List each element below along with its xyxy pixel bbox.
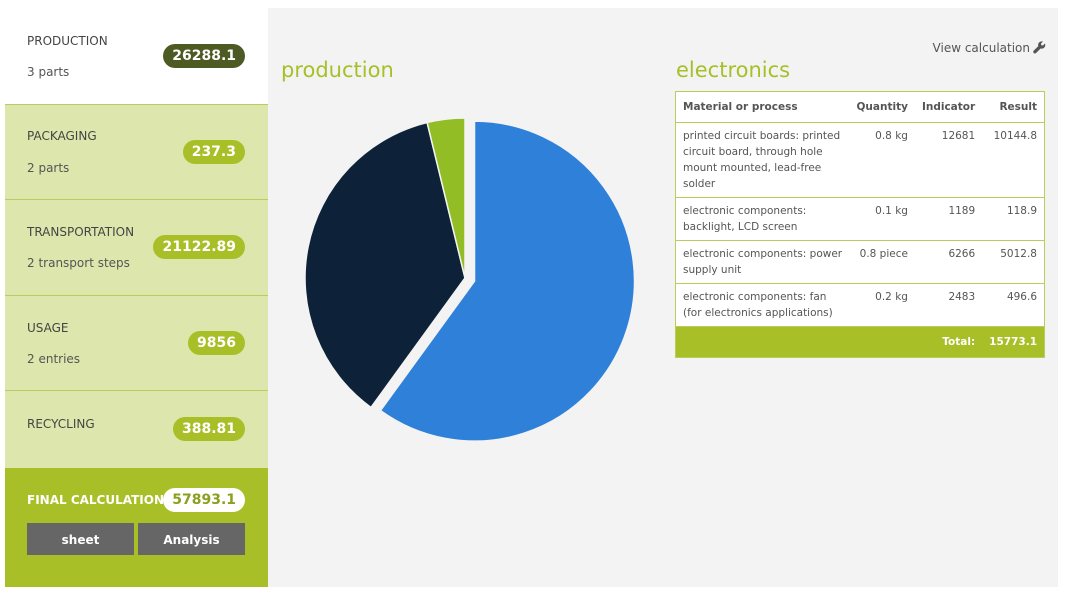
row-material: electronic components: power supply unit [676, 240, 850, 284]
row-material: electronic components: fan (for electron… [676, 283, 850, 327]
sidebar: PRODUCTION 3 parts 26288.1 PACKAGING 2 p… [5, 8, 268, 587]
table-header-row: Material or process Quantity Indicator R… [676, 92, 1044, 123]
analysis-button[interactable]: Analysis [138, 523, 245, 555]
usage-value-badge: 9856 [188, 331, 245, 355]
pie-slice-0 [379, 120, 636, 442]
production-value-badge: 26288.1 [163, 44, 245, 68]
header-quantity: Quantity [849, 92, 915, 123]
table-row: printed circuit boards: printed circuit … [676, 122, 1044, 198]
electronics-heading: electronics [676, 58, 791, 82]
row-result: 10144.8 [982, 122, 1044, 198]
row-indicator: 6266 [914, 240, 983, 284]
row-result: 118.9 [982, 197, 1044, 241]
row-result: 496.6 [982, 283, 1044, 327]
recycling-value-badge: 388.81 [172, 417, 245, 441]
total-label: Total: [676, 326, 983, 357]
row-material: printed circuit boards: printed circuit … [676, 122, 850, 198]
sheet-button[interactable]: sheet [27, 523, 134, 555]
transportation-value-badge: 21122.89 [153, 235, 245, 259]
sidebar-item-recycling[interactable]: RECYCLING 388.81 [5, 391, 268, 468]
header-material: Material or process [676, 92, 850, 123]
transportation-title: TRANSPORTATION [27, 225, 135, 239]
final-calculation-value-badge: 57893.1 [163, 488, 245, 512]
packaging-value-badge: 237.3 [182, 140, 245, 164]
production-title: PRODUCTION [27, 34, 108, 48]
usage-subtitle: 2 entries [27, 352, 81, 366]
production-heading: production [281, 58, 394, 82]
table-total-row: Total: 15773.1 [676, 326, 1044, 357]
row-quantity: 0.1 kg [849, 197, 915, 241]
table-row: electronic components: backlight, LCD sc… [676, 197, 1044, 241]
row-indicator: 2483 [914, 283, 983, 327]
table-row: electronic components: fan (for electron… [676, 283, 1044, 327]
recycling-title: RECYCLING [27, 417, 95, 431]
usage-title: USAGE [27, 321, 69, 335]
header-indicator: Indicator [914, 92, 983, 123]
transportation-subtitle: 2 transport steps [27, 256, 130, 270]
app-frame: PRODUCTION 3 parts 26288.1 PACKAGING 2 p… [5, 8, 1058, 587]
row-quantity: 0.8 piece [849, 240, 915, 284]
view-calculation-link[interactable]: View calculation [933, 41, 1046, 55]
row-result: 5012.8 [982, 240, 1044, 284]
table-row: electronic components: power supply unit… [676, 240, 1044, 284]
packaging-title: PACKAGING [27, 129, 97, 143]
production-subtitle: 3 parts [27, 65, 70, 79]
electronics-table: Material or process Quantity Indicator R… [675, 91, 1045, 358]
row-material: electronic components: backlight, LCD sc… [676, 197, 850, 241]
final-calculation-title: FINAL CALCULATION [27, 493, 165, 507]
row-indicator: 12681 [914, 122, 983, 198]
header-result: Result [982, 92, 1044, 123]
wrench-icon [1033, 41, 1046, 54]
packaging-subtitle: 2 parts [27, 161, 70, 175]
pie-slice-1 [304, 121, 466, 409]
sidebar-item-usage[interactable]: USAGE 2 entries 9856 [5, 296, 268, 391]
production-pie-chart [304, 117, 636, 442]
final-calculation-panel: FINAL CALCULATION 57893.1 sheet Analysis [5, 468, 268, 587]
row-quantity: 0.8 kg [849, 122, 915, 198]
sidebar-item-transportation[interactable]: TRANSPORTATION 2 transport steps 21122.8… [5, 200, 268, 296]
total-value: 15773.1 [982, 326, 1044, 357]
row-quantity: 0.2 kg [849, 283, 915, 327]
row-indicator: 1189 [914, 197, 983, 241]
view-calculation-label: View calculation [932, 41, 1030, 55]
sidebar-item-packaging[interactable]: PACKAGING 2 parts 237.3 [5, 105, 268, 200]
pie-slice-2 [426, 117, 466, 279]
sidebar-item-production[interactable]: PRODUCTION 3 parts 26288.1 [5, 8, 268, 105]
